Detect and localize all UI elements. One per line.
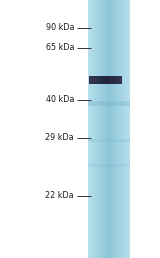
Bar [103,0,104,258]
Bar [104,76,105,84]
Bar [92,0,93,258]
Bar [128,0,129,258]
Bar [108,0,109,258]
Bar [120,76,121,84]
Bar [118,0,119,258]
Bar [114,76,115,84]
Bar [88,164,130,166]
Bar [106,76,107,84]
Bar [97,0,98,258]
Text: 22 kDa: 22 kDa [45,191,74,200]
Bar [125,0,126,258]
Bar [98,0,99,258]
Bar [107,0,108,258]
Text: 40 kDa: 40 kDa [46,95,74,104]
Bar [102,0,103,258]
Bar [122,0,123,258]
Bar [106,0,107,258]
Bar [89,76,90,84]
Bar [109,76,110,84]
Bar [90,76,91,84]
Bar [88,139,130,141]
Bar [95,76,96,84]
Text: 90 kDa: 90 kDa [45,23,74,33]
Bar [93,76,94,84]
Bar [93,0,94,258]
Bar [105,76,106,84]
Bar [96,0,97,258]
Bar [112,0,113,258]
Bar [99,76,100,84]
Bar [89,0,90,258]
Bar [115,0,116,258]
Bar [114,0,115,258]
Bar [104,0,105,258]
Bar [119,76,120,84]
Bar [120,0,121,258]
Bar [94,0,95,258]
Bar [105,0,106,258]
Bar [110,0,111,258]
Bar [91,0,92,258]
Bar [97,76,98,84]
Bar [88,0,89,258]
Bar [92,76,93,84]
Bar [107,76,108,84]
Bar [110,76,111,84]
Bar [121,76,122,84]
Bar [115,76,116,84]
Bar [112,76,113,84]
Bar [123,0,124,258]
Bar [98,76,99,84]
Bar [113,76,114,84]
Bar [113,0,114,258]
Bar [124,0,125,258]
Bar [129,0,130,258]
Bar [118,76,119,84]
Bar [121,0,122,258]
Bar [99,0,100,258]
Bar [126,0,127,258]
Bar [116,76,117,84]
Bar [100,0,101,258]
Bar [90,0,91,258]
Bar [117,0,118,258]
Bar [101,76,102,84]
Text: 29 kDa: 29 kDa [45,133,74,142]
Bar [101,0,102,258]
Bar [103,76,104,84]
Bar [96,76,97,84]
Bar [116,0,117,258]
Bar [111,76,112,84]
Bar [119,0,120,258]
Bar [102,76,103,84]
Bar [108,76,109,84]
Bar [95,0,96,258]
Bar [91,76,92,84]
Bar [117,76,118,84]
Bar [109,0,110,258]
Bar [88,101,130,106]
Bar [100,76,101,84]
Bar [94,76,95,84]
Text: 65 kDa: 65 kDa [45,44,74,52]
Bar [127,0,128,258]
Bar [111,0,112,258]
